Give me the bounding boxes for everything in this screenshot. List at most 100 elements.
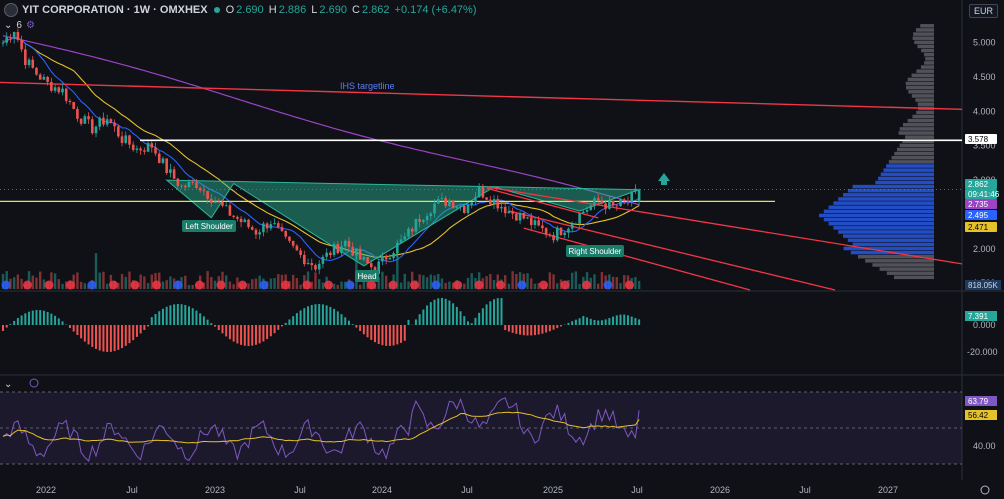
volume-bar (485, 276, 488, 289)
candle-body (604, 203, 607, 209)
candle-body (585, 209, 589, 212)
macd-histogram-bar (295, 313, 298, 325)
macd-histogram-bar (20, 315, 23, 325)
candle-body (615, 205, 619, 207)
candle-body (410, 228, 414, 232)
macd-histogram-bar (221, 325, 224, 334)
y-tick-label: 2.000 (973, 244, 996, 254)
x-tick-label: 2025 (543, 485, 563, 495)
currency-button[interactable]: EUR (968, 4, 998, 18)
macd-histogram-bar (626, 315, 629, 325)
macd-histogram-bar (500, 298, 503, 325)
volume-profile-bin (913, 32, 934, 36)
candle-body (50, 81, 53, 91)
volume-profile-bin (899, 127, 934, 131)
macd-tick-label: 0.000 (973, 320, 996, 330)
macd-histogram-bar (188, 306, 190, 325)
candle-body (552, 235, 555, 241)
candle-body (243, 219, 247, 223)
indicator-toggle[interactable]: ⌄ 6 ⚙ (4, 20, 35, 31)
price-label-bg (965, 179, 997, 189)
volume-bar (53, 273, 57, 289)
volume-bar (213, 280, 217, 289)
volume-bar (31, 275, 34, 289)
macd-histogram-bar (68, 325, 71, 329)
volume-profile-bin (908, 90, 934, 94)
volume-profile-bin (920, 24, 934, 28)
volume-bar (411, 271, 414, 289)
candle-body (46, 76, 49, 82)
volume-bar (124, 276, 127, 289)
macd-histogram-bar (582, 315, 585, 325)
macd-histogram-bar (463, 316, 466, 325)
ohlc-readout: O 2.690 H 2.886 L 2.690 C 2.862 +0.174 (+6.4… (225, 4, 477, 16)
candle-body (351, 246, 354, 256)
candle-body (436, 199, 440, 204)
volume-bar (228, 281, 232, 289)
macd-histogram-bar (299, 310, 302, 325)
macd-histogram-bar (493, 299, 496, 325)
left-shoulder-label-bg (182, 220, 236, 232)
candle-body (555, 227, 559, 241)
candle-body (522, 212, 526, 219)
volume-bar (570, 272, 574, 289)
right-shoulder-label-bg (566, 245, 624, 257)
dividend-marker-icon (87, 280, 97, 290)
volume-bar (94, 253, 98, 289)
volume-bar (291, 274, 295, 289)
macd-histogram-bar (251, 325, 254, 346)
macd-histogram-bar (459, 311, 462, 325)
volume-bar (187, 284, 191, 289)
volume-bar (407, 281, 410, 289)
volume-profile-bin (883, 168, 934, 172)
candle-body (165, 158, 168, 173)
volume-bar (120, 273, 124, 289)
x-tick-label: 2026 (710, 485, 730, 495)
head-label-bg (355, 270, 379, 282)
volume-bar (634, 277, 637, 289)
macd-histogram-bar (385, 325, 388, 346)
candle-body (221, 201, 224, 206)
candle-body (102, 117, 105, 125)
candle-body (187, 182, 191, 188)
candle-body (269, 224, 273, 229)
rsi-value-label: 63.79 (968, 397, 989, 406)
candle-body (217, 201, 221, 203)
macd-histogram-bar (303, 308, 306, 325)
volume-profile-bin (925, 57, 934, 61)
volume-bar (533, 283, 537, 289)
trend-line (486, 186, 963, 265)
volume-bar (358, 284, 362, 289)
candle-body (191, 182, 195, 183)
candle-body (622, 199, 626, 201)
volume-bar (470, 273, 473, 289)
candle-body (57, 87, 61, 93)
volume-bar (332, 283, 336, 289)
volume-bar (79, 281, 83, 289)
candle-body (94, 126, 98, 134)
volume-profile-bin (921, 48, 934, 53)
ihs-target-line (0, 81, 963, 110)
macd-histogram-bar (321, 304, 324, 325)
price-axis-label: 09:41:46 (968, 190, 1000, 199)
macd-histogram-bar (236, 325, 239, 344)
macd-histogram-bar (292, 316, 295, 325)
candle-body (128, 135, 131, 145)
volume-profile-bin (899, 143, 934, 148)
candle-body (444, 198, 447, 206)
symbol-title[interactable]: YIT CORPORATION · 1W · OMXHEX (22, 4, 208, 16)
candle-body (61, 88, 64, 93)
macd-histogram-bar (541, 325, 544, 334)
candle-body (265, 223, 269, 229)
candle-body (451, 200, 455, 208)
macd-histogram-bar (258, 325, 261, 344)
macd-histogram-bar (526, 325, 529, 336)
volume-bar (384, 275, 388, 289)
volume-profile-bin (847, 238, 934, 242)
volume-bar (165, 280, 168, 289)
candle-body (593, 198, 596, 206)
volume-bar (39, 271, 42, 289)
candle-body (462, 205, 466, 213)
volume-bar (299, 284, 302, 289)
